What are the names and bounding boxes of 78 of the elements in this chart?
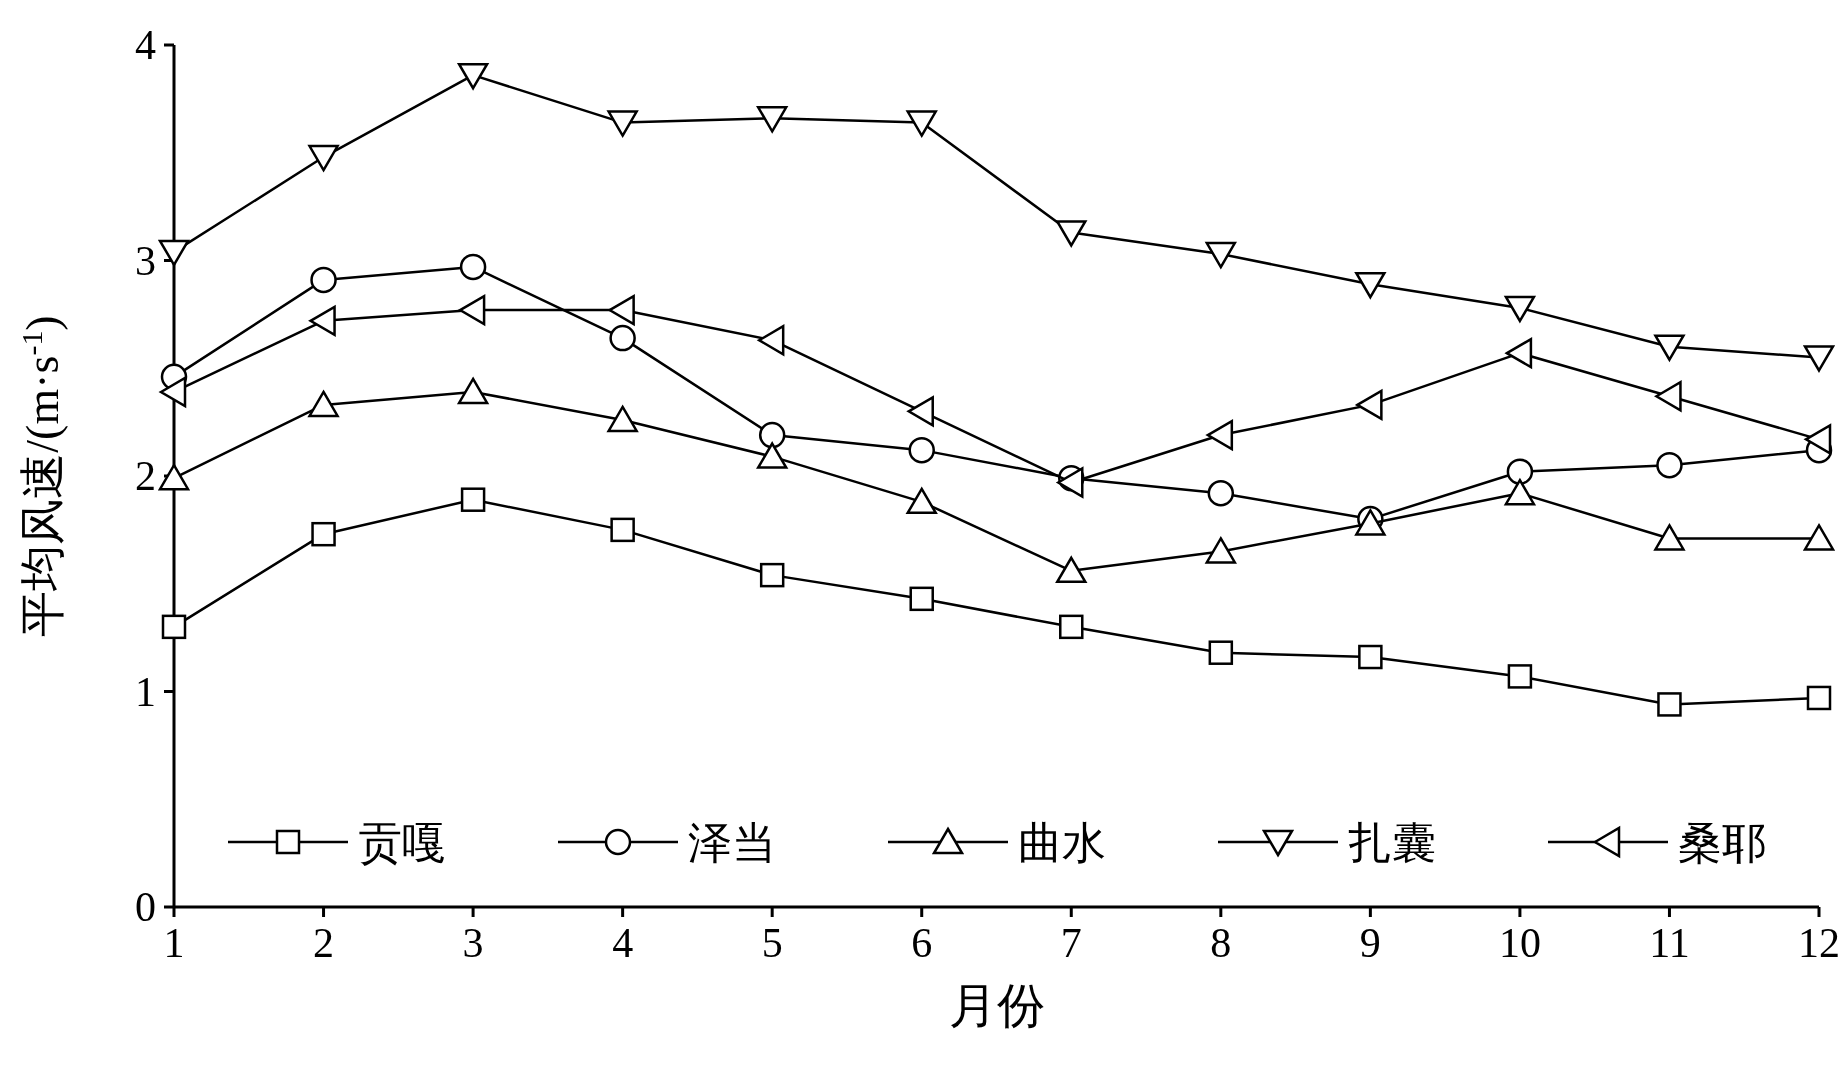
y-tick-label: 0 xyxy=(135,884,156,930)
x-tick-label: 3 xyxy=(462,920,484,966)
x-tick-label: 10 xyxy=(1498,920,1541,966)
point xyxy=(1655,381,1682,412)
x-tick-label: 6 xyxy=(911,920,933,966)
point xyxy=(161,614,187,640)
x-tick-label: 12 xyxy=(1798,920,1840,966)
point xyxy=(1507,664,1533,689)
x-axis-title: 月份 xyxy=(948,979,1045,1032)
point xyxy=(759,562,785,588)
point xyxy=(1506,458,1534,485)
point xyxy=(906,487,937,515)
point xyxy=(1206,419,1234,451)
point xyxy=(909,586,934,612)
x-tick-label: 1 xyxy=(163,920,185,966)
point xyxy=(158,239,190,267)
y-tick-label: 2 xyxy=(135,453,156,499)
point xyxy=(756,442,788,469)
point xyxy=(1656,451,1683,479)
point xyxy=(457,62,489,90)
point xyxy=(1806,685,1832,711)
point xyxy=(1208,640,1234,665)
point xyxy=(1355,271,1386,299)
point xyxy=(1059,614,1084,640)
point xyxy=(756,106,788,133)
y-tick-label: 4 xyxy=(135,22,156,68)
point xyxy=(459,253,487,281)
point xyxy=(309,305,336,337)
point xyxy=(1505,337,1533,369)
point xyxy=(308,390,339,418)
legend-label: 扎囊 xyxy=(1348,819,1436,868)
point xyxy=(607,405,638,433)
point xyxy=(609,324,636,352)
point xyxy=(1654,524,1685,551)
point xyxy=(1657,692,1682,717)
x-tick-label: 2 xyxy=(313,920,335,966)
point xyxy=(1804,424,1832,455)
point xyxy=(1358,644,1383,670)
point xyxy=(906,110,937,137)
point xyxy=(458,294,486,326)
point xyxy=(159,376,187,408)
y-tick-label: 3 xyxy=(135,237,156,284)
point xyxy=(457,377,489,405)
point xyxy=(1803,345,1835,372)
point xyxy=(1504,295,1536,323)
x-tick-label: 11 xyxy=(1649,920,1690,966)
point xyxy=(1654,334,1685,361)
point xyxy=(907,396,934,427)
point xyxy=(607,110,638,137)
point xyxy=(311,521,336,547)
point xyxy=(1205,241,1237,269)
point xyxy=(308,144,339,172)
point xyxy=(1056,220,1087,247)
point xyxy=(1057,467,1084,498)
point xyxy=(1504,478,1536,506)
point xyxy=(757,324,785,356)
point xyxy=(1356,389,1383,421)
point xyxy=(310,266,337,294)
point xyxy=(1207,479,1235,507)
point xyxy=(608,294,635,326)
x-tick-label: 7 xyxy=(1060,920,1082,966)
point xyxy=(758,421,786,449)
legend-label: 桑耶 xyxy=(1678,819,1766,868)
x-tick-label: 4 xyxy=(612,920,634,966)
x-tick-label: 5 xyxy=(761,920,783,966)
point xyxy=(158,463,190,491)
legend-label: 贡嘎 xyxy=(358,819,446,868)
x-tick-label: 8 xyxy=(1210,920,1232,966)
point xyxy=(1056,556,1087,584)
point xyxy=(460,487,486,512)
point xyxy=(1205,537,1237,564)
y-tick-label: 1 xyxy=(135,668,156,715)
point xyxy=(610,517,635,543)
x-tick-label: 9 xyxy=(1359,920,1381,966)
legend-label: 曲水 xyxy=(1018,819,1106,868)
point xyxy=(908,436,935,464)
legend-label: 泽当 xyxy=(688,819,776,868)
point xyxy=(1803,524,1835,551)
